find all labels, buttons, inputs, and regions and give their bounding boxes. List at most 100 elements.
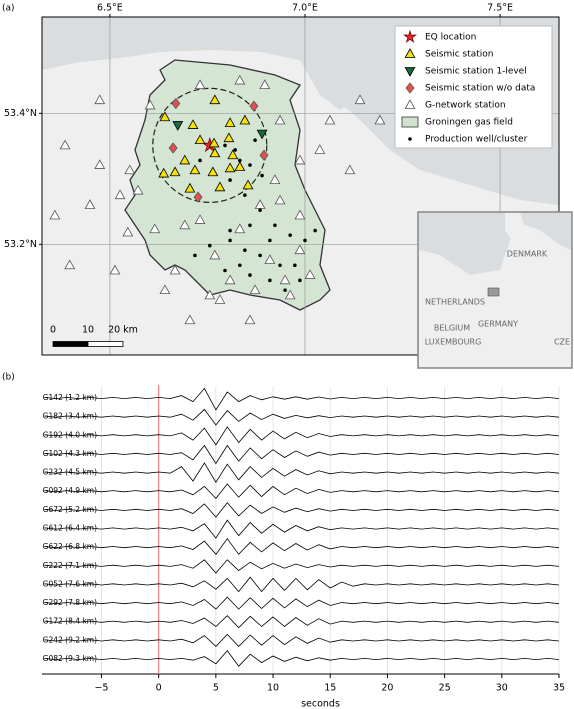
marker	[303, 238, 307, 243]
legend-label: Seismic station 1-level	[425, 67, 527, 77]
radius-circle	[152, 87, 268, 203]
scale-label: 20 km	[108, 325, 138, 336]
waveform	[44, 649, 560, 667]
marker	[132, 184, 144, 195]
marker	[293, 263, 297, 268]
scale-segment	[87, 341, 124, 347]
marker	[238, 158, 242, 163]
marker	[194, 214, 206, 224]
marker	[209, 249, 221, 260]
legend-entries: EQ location Seismic station Seismic statio…	[401, 29, 535, 145]
waveform	[44, 538, 560, 555]
marker	[144, 99, 156, 110]
marker	[244, 314, 256, 325]
legend-label: EQ location	[425, 33, 476, 43]
legend-label: Production well/cluster	[425, 135, 528, 145]
marker	[258, 208, 262, 213]
marker	[84, 199, 96, 209]
marker	[324, 114, 336, 125]
marker	[273, 223, 277, 228]
marker	[193, 191, 203, 203]
waveform	[44, 576, 560, 593]
marker	[64, 259, 76, 270]
y-tick-label: 53.2°N	[4, 239, 37, 250]
marker	[94, 159, 106, 169]
legend-marker	[404, 48, 416, 58]
waveform	[44, 444, 560, 465]
inset-label: GERMANY	[478, 320, 518, 329]
marker	[288, 233, 292, 237]
marker	[269, 174, 281, 185]
waveform	[44, 462, 560, 483]
legend-label: Seismic station w/o data	[425, 84, 535, 94]
marker	[209, 94, 221, 105]
map-frame	[41, 16, 560, 356]
marker	[314, 144, 326, 154]
marker	[243, 193, 247, 197]
waveform	[44, 483, 560, 500]
marker	[233, 148, 237, 152]
legend	[394, 25, 553, 149]
marker	[193, 253, 197, 258]
marker	[184, 314, 196, 325]
x-tick-label: 0	[156, 683, 162, 694]
marker	[268, 278, 272, 283]
marker	[256, 129, 268, 140]
marker	[168, 142, 178, 154]
marker	[214, 181, 226, 192]
marker	[114, 189, 126, 200]
marker	[198, 158, 202, 163]
inset-label: BELGIUM	[434, 324, 470, 333]
marker	[94, 94, 106, 105]
marker	[248, 163, 252, 167]
marker	[354, 94, 366, 105]
map-axis-labels: 6.5°E 7.0°E 7.5°E 53.2°N 53.4°N	[4, 3, 513, 250]
marker	[238, 263, 242, 268]
x-tick-label: 20	[381, 683, 393, 694]
map-marks	[49, 74, 386, 325]
marker	[223, 143, 227, 148]
marker	[169, 264, 181, 275]
x-tick-label: 15	[324, 683, 336, 694]
marker	[49, 209, 61, 220]
marker	[294, 209, 306, 220]
waveform	[44, 559, 560, 574]
marker	[159, 111, 171, 122]
marker	[122, 226, 134, 237]
x-tick-label: 30	[496, 683, 508, 694]
legend-label: Groningen gas field	[425, 118, 513, 128]
marker	[209, 147, 221, 158]
panel-label: (a)	[2, 4, 15, 14]
marker	[259, 149, 269, 161]
marker	[228, 228, 232, 233]
marker	[223, 132, 235, 143]
x-axis-title: seconds	[301, 699, 340, 709]
inset-area	[487, 287, 500, 297]
marker	[344, 164, 356, 175]
legend-marker	[408, 137, 412, 141]
legend-marker	[404, 67, 416, 77]
inset-label: DENMARK	[507, 250, 548, 259]
scale-label: 0	[50, 325, 56, 336]
marker	[172, 121, 184, 131]
waveform	[44, 426, 560, 446]
x-tick-label: 6.5°E	[97, 3, 123, 14]
waveform	[44, 519, 560, 539]
marker	[249, 100, 259, 112]
waveform	[44, 502, 560, 518]
marker	[228, 178, 232, 182]
marker	[228, 238, 232, 243]
marker	[298, 278, 302, 283]
marker	[224, 117, 236, 128]
marker	[243, 248, 247, 252]
marker	[283, 288, 287, 292]
inset-label: NETHERLANDS	[425, 298, 485, 307]
marker	[248, 273, 252, 277]
marker	[169, 166, 181, 177]
panel-label: (b)	[2, 373, 15, 383]
marker	[294, 244, 306, 255]
x-tick-label: 10	[267, 683, 279, 694]
marker	[204, 289, 216, 300]
x-tick-label: 25	[439, 683, 451, 694]
